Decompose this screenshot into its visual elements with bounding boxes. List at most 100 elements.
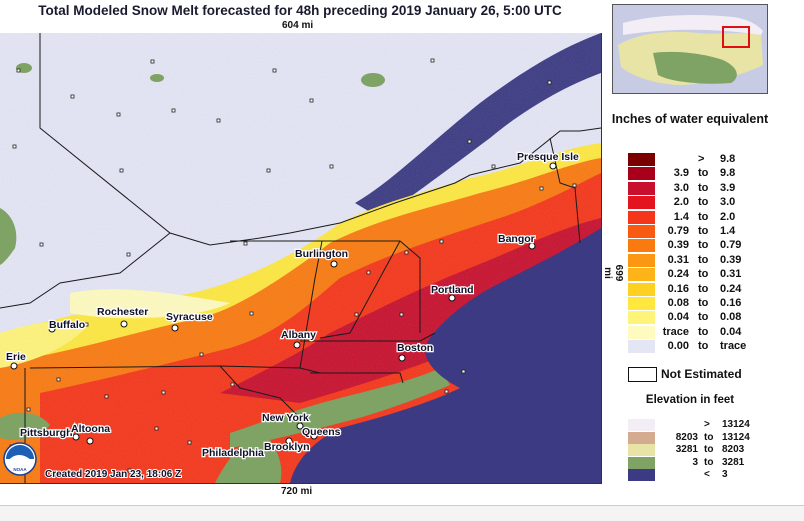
legend-range-sep: to (698, 210, 709, 223)
legend-low-value: trace (662, 325, 689, 338)
elevation-range-sep: to (704, 431, 714, 443)
legend-range-sep: to (698, 225, 709, 237)
city-queens: Queens (302, 426, 341, 438)
legend-low-value: 0.79 (667, 225, 689, 237)
legend-swatch (628, 268, 655, 282)
city-portland: Portland (431, 284, 474, 296)
map-height-label: 699 mi (602, 264, 624, 282)
elevation-range-sep: > (704, 419, 710, 430)
legend-high-value: 0.04 (720, 325, 742, 338)
legend-swatch (628, 196, 655, 210)
elevation-range-sep: < (704, 469, 710, 481)
legend-swatch (628, 153, 655, 166)
lowland-coast (230, 368, 450, 448)
overview-inset-map[interactable] (612, 4, 768, 94)
legend-high-value: trace (720, 340, 747, 353)
legend-low-value: 2.0 (673, 196, 689, 209)
legend-high-value: 0.31 (720, 268, 742, 281)
legend-range-sep: to (698, 196, 709, 209)
elevation-low-value: 8203 (675, 431, 698, 443)
city-philadelphia: Philadelphia (202, 447, 264, 459)
legend-low-value: 0.16 (667, 282, 689, 295)
city-boston: Boston (397, 342, 433, 354)
city-bangor: Bangor (498, 233, 535, 245)
legend-row: 3.9 to 9.8 (628, 167, 788, 181)
elevation-range-sep: to (704, 444, 714, 456)
legend-high-value: 9.8 (720, 153, 736, 165)
legend-row: 0.08 to 0.16 (628, 297, 788, 310)
inset-north (623, 15, 763, 35)
legend-low-value: 0.08 (667, 297, 689, 309)
city-syracuse: Syracuse (166, 311, 213, 323)
elevation-low-value: 3281 (675, 444, 698, 456)
legend-swatch (628, 210, 655, 224)
city-brooklyn: Brooklyn (264, 441, 310, 453)
city-rochester: Rochester (97, 306, 148, 318)
legend-swatch (628, 181, 655, 195)
legend-high-value: 2.0 (720, 210, 736, 223)
elevation-high-value: 3 (722, 469, 728, 481)
city-presque-isle: Presque Isle (517, 151, 579, 163)
not-estimated-swatch (628, 367, 657, 382)
elevation-swatch (628, 469, 655, 482)
noaa-logo-text: NOAA (13, 467, 27, 472)
elevation-high-value: 8203 (722, 444, 745, 456)
map-bottom-label: 720 mi (281, 486, 313, 497)
snow-melt-map[interactable]: Presque Isle Burlington Bangor Portland … (0, 33, 602, 484)
elevation-swatch (628, 419, 655, 431)
legend-row: 0.24 to 0.31 (628, 268, 788, 282)
legend-high-value: 0.08 (720, 311, 742, 324)
legend-high-value: 0.39 (720, 253, 742, 266)
elevation-swatch (628, 444, 655, 457)
legend-row: 3.0 to 3.9 (628, 181, 788, 195)
atlantic-ocean (290, 228, 601, 483)
inset-highlight-box (722, 26, 750, 48)
legend-range-sep: to (698, 340, 709, 353)
legend-high-value: 0.79 (720, 239, 742, 252)
legend-low-value: 0.31 (667, 253, 689, 266)
bottom-scrollbar[interactable] (0, 505, 804, 521)
city-pittsburgh: Pittsburgh (20, 427, 73, 439)
legend-row: 1.4 to 2.0 (628, 210, 788, 224)
legend-range-sep: to (698, 181, 709, 194)
city-new-york: New York (262, 412, 309, 424)
legend-row: 0.16 to 0.24 (628, 282, 788, 296)
city-altoona: Altoona (71, 423, 110, 435)
legend-high-value: 3.0 (720, 196, 736, 209)
legend-swatch (628, 225, 655, 238)
legend-swatch (628, 325, 655, 339)
elevation-row: <3 (628, 469, 778, 482)
legend-swatch (628, 340, 655, 354)
legend-row: 2.0 to 3.0 (628, 196, 788, 210)
legend-low-value: 0.39 (667, 239, 689, 252)
elevation-row: >13124 (628, 419, 778, 431)
lake-north-2 (150, 74, 164, 82)
legend-row: 0.31 to 0.39 (628, 253, 788, 267)
legend-range-sep: to (698, 253, 709, 266)
elevation-high-value: 13124 (722, 419, 750, 430)
legend-swatch (628, 167, 655, 181)
legend-range-sep: > (698, 153, 705, 165)
legend-row: 0.00 to trace (628, 340, 788, 354)
political-borders (0, 33, 601, 483)
station-markers (9, 58, 577, 473)
elevation-title: Elevation in feet (645, 394, 735, 406)
legend-range-sep: to (698, 268, 709, 281)
elevation-high-value: 3281 (722, 456, 745, 468)
legend-high-value: 3.9 (720, 181, 736, 194)
not-estimated-label: Not Estimated (661, 367, 742, 381)
elevation-low-value: 3 (692, 456, 698, 468)
legend-low-value: 3.0 (673, 181, 689, 194)
elevation-high-value: 13124 (722, 431, 750, 443)
elevation-row: 3281 to 8203 (628, 444, 778, 457)
legend-swatch (628, 297, 655, 310)
elevation-swatch (628, 431, 655, 444)
legend-swatch (628, 239, 655, 253)
elevation-swatch (628, 456, 655, 469)
legend-low-value: 0.04 (667, 311, 689, 324)
city-burlington: Burlington (295, 248, 348, 260)
city-erie: Erie (6, 351, 26, 363)
lowland-west (0, 208, 17, 265)
legend-row: 0.39 to 0.79 (628, 239, 788, 253)
legend-low-value: 0.00 (667, 340, 689, 353)
